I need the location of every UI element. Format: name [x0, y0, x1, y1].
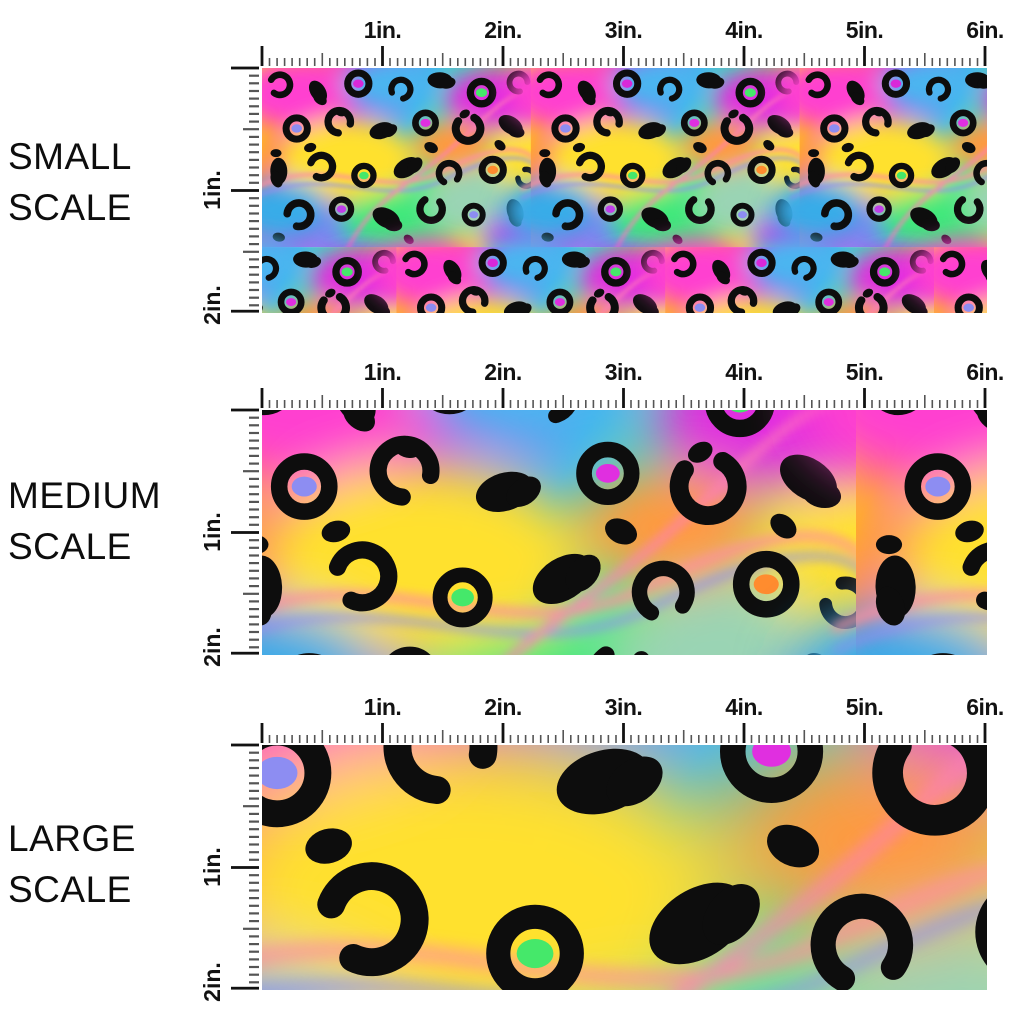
- svg-text:2in.: 2in.: [484, 17, 522, 43]
- horizontal-ruler-small: 1in. 2in. 3in. 4in. 5in. 6in.: [260, 17, 1004, 66]
- fabric-swatch-small-scale: [262, 68, 987, 313]
- svg-text:2in.: 2in.: [484, 359, 522, 385]
- svg-text:4in.: 4in.: [725, 694, 763, 720]
- vertical-ruler-small: [231, 66, 259, 313]
- svg-text:1in.: 1in.: [364, 694, 402, 720]
- svg-text:1in.: 1in.: [364, 359, 402, 385]
- vertical-ruler-label-1in: 1in.: [199, 170, 225, 210]
- vertical-ruler-label-2in: 2in.: [199, 285, 225, 325]
- scale-label-line2: SCALE: [8, 869, 132, 910]
- svg-text:2in.: 2in.: [484, 694, 522, 720]
- svg-text:6in.: 6in.: [966, 17, 1004, 43]
- svg-text:5in.: 5in.: [846, 359, 884, 385]
- fabric-swatch-large-scale: [262, 745, 987, 990]
- svg-text:3in.: 3in.: [605, 17, 643, 43]
- vertical-ruler-label-2in: 2in.: [199, 962, 225, 1002]
- svg-text:5in.: 5in.: [846, 694, 884, 720]
- scale-label-medium: MEDIUM SCALE: [8, 470, 228, 572]
- vertical-ruler-label-1in: 1in.: [199, 847, 225, 887]
- horizontal-ruler-medium: 1in. 2in. 3in. 4in. 5in. 6in.: [260, 359, 1004, 408]
- vertical-ruler-label-2in: 2in.: [199, 627, 225, 667]
- vertical-ruler-large: [231, 743, 259, 990]
- svg-text:5in.: 5in.: [846, 17, 884, 43]
- scale-label-small: SMALL SCALE: [8, 131, 228, 233]
- vertical-ruler-medium: [231, 408, 259, 655]
- scale-label-line1: SMALL: [8, 136, 132, 177]
- svg-text:4in.: 4in.: [725, 17, 763, 43]
- scale-label-line1: LARGE: [8, 818, 136, 859]
- svg-text:4in.: 4in.: [725, 359, 763, 385]
- svg-text:1in.: 1in.: [364, 17, 402, 43]
- svg-text:3in.: 3in.: [605, 359, 643, 385]
- scale-label-line1: MEDIUM: [8, 475, 162, 516]
- scale-label-large: LARGE SCALE: [8, 813, 228, 915]
- vertical-ruler-label-1in: 1in.: [199, 512, 225, 552]
- horizontal-ruler-large: 1in. 2in. 3in. 4in. 5in. 6in.: [260, 694, 1004, 743]
- fabric-swatch-medium-scale: [262, 410, 987, 655]
- scale-label-line2: SCALE: [8, 187, 132, 228]
- svg-text:6in.: 6in.: [966, 359, 1004, 385]
- svg-text:6in.: 6in.: [966, 694, 1004, 720]
- scale-label-line2: SCALE: [8, 526, 132, 567]
- svg-text:3in.: 3in.: [605, 694, 643, 720]
